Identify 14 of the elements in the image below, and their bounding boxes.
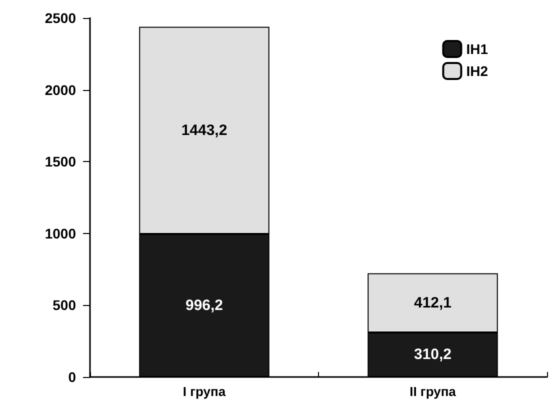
y-tick-label: 500 <box>52 297 76 314</box>
legend-label: IH2 <box>466 63 488 79</box>
y-tick-label: 0 <box>68 369 76 385</box>
y-tick-label: 1000 <box>44 225 76 242</box>
legend-label: IH1 <box>466 41 488 57</box>
y-tick-label: 2000 <box>44 82 76 98</box>
data-label: 996,2 <box>185 296 224 314</box>
data-label: 310,2 <box>414 346 452 364</box>
x-tick-label: I група <box>182 384 226 399</box>
x-tick-label: II група <box>410 384 457 399</box>
data-label: 412,1 <box>414 294 452 312</box>
data-label: 1443,2 <box>181 122 228 139</box>
y-tick-label: 2500 <box>44 10 76 26</box>
y-tick-label: 1500 <box>44 154 76 170</box>
